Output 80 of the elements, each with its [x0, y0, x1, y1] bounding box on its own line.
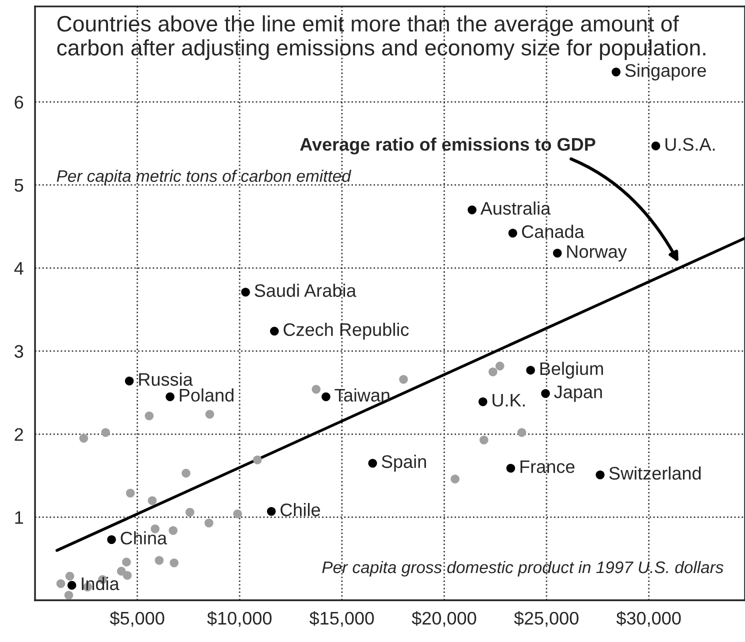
y-tick-label: 2	[14, 428, 23, 441]
point	[541, 389, 550, 398]
x-tick-label: $25,000	[514, 611, 578, 627]
point	[56, 579, 66, 588]
point	[67, 580, 76, 590]
point	[368, 458, 378, 468]
point	[122, 570, 132, 580]
point	[182, 468, 190, 478]
point	[168, 526, 178, 535]
y-tick-label: 1	[15, 511, 24, 524]
point	[508, 228, 518, 238]
point	[154, 556, 164, 565]
point	[205, 410, 214, 419]
point	[204, 518, 214, 528]
annotation: India	[82, 576, 120, 590]
point	[79, 434, 88, 443]
point	[266, 507, 276, 516]
annotation: U.K.	[492, 394, 525, 407]
point	[612, 68, 620, 76]
point	[170, 558, 179, 568]
annotation: Chile	[280, 502, 320, 516]
point	[322, 392, 330, 402]
point	[65, 572, 74, 581]
annotation: Belgium	[540, 362, 603, 379]
point	[233, 510, 242, 518]
point	[478, 397, 488, 406]
point	[526, 366, 535, 375]
x-tick-label: $15,000	[309, 611, 374, 627]
point	[480, 436, 488, 444]
x-tick-label: $20,000	[412, 611, 476, 627]
point	[166, 392, 174, 402]
annotation: Taiwan	[334, 388, 390, 402]
y-tick-label: 3	[14, 345, 24, 358]
point	[107, 535, 116, 544]
point	[450, 474, 460, 484]
x-tick-label: $5,000	[110, 611, 164, 627]
point	[399, 374, 408, 384]
annotation: Singapore	[625, 64, 706, 80]
point	[270, 326, 279, 336]
x-tick-label: $30,000	[616, 611, 681, 627]
point	[148, 496, 157, 505]
point	[495, 362, 504, 370]
point	[253, 456, 262, 464]
point	[517, 428, 526, 437]
point	[468, 206, 476, 214]
annotation: Japan	[554, 386, 602, 402]
annotation: France	[520, 460, 574, 474]
point	[101, 428, 110, 437]
point	[126, 488, 135, 498]
annotation: Countries above the line emit more than the average amount of carbon after adjusting emissions and economy size for population.	[57, 15, 706, 60]
point	[124, 376, 134, 386]
point	[651, 142, 660, 150]
point	[506, 464, 516, 473]
point	[596, 470, 605, 480]
annotation: China	[120, 531, 168, 544]
annotation: Saudi Arabia	[254, 284, 356, 297]
y-tick-label: 4	[14, 262, 24, 275]
x-tick-label: $10,000	[207, 611, 272, 627]
y-tick-label: 5	[14, 179, 24, 192]
point	[64, 590, 74, 600]
y-tick-label: 6	[14, 96, 24, 109]
annotation: Czech Republic	[284, 322, 409, 340]
annotation: Average ratio of emissions to GDP	[300, 138, 596, 154]
annotation: Russia	[139, 372, 193, 386]
x-axis-title: Per capita gross domestic product in 1997 U.S. dollars	[322, 560, 724, 577]
annotation: Norway	[567, 245, 627, 262]
point	[552, 248, 562, 258]
annotation: Poland	[180, 388, 234, 402]
point	[186, 508, 194, 517]
point	[312, 384, 321, 394]
annotation: Canada	[522, 224, 584, 238]
y-axis-title: Per capita metric tons of carbon emitted	[56, 170, 352, 186]
point	[241, 288, 250, 297]
point	[488, 367, 498, 376]
annotation: Australia	[480, 201, 551, 215]
annotation: Switzerland	[609, 466, 701, 480]
annotation: Spain	[382, 454, 426, 472]
point	[144, 411, 154, 420]
annotation: U.S.A.	[666, 138, 715, 151]
point	[122, 558, 131, 566]
